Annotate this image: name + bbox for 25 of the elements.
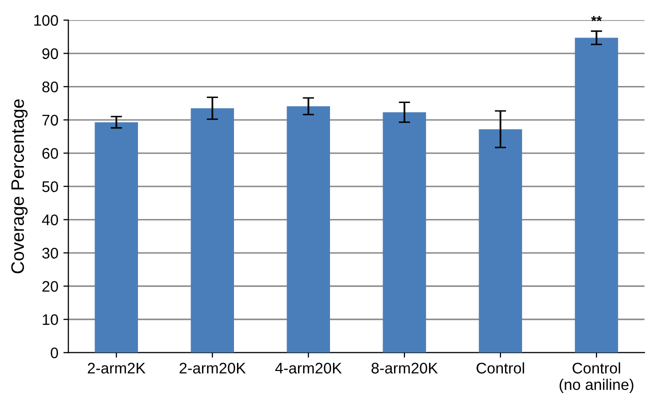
x-tick-label: 2-arm2K [88, 362, 146, 374]
y-tick-label: 60 [42, 148, 58, 159]
bar [574, 38, 618, 353]
bar [382, 112, 426, 353]
y-tick-label: 10 [42, 314, 58, 326]
x-tick-label: Control [476, 362, 524, 374]
y-tick-label: 70 [42, 114, 58, 126]
y-tick-label: 100 [34, 15, 58, 26]
x-tick-label: 4-arm20K [275, 362, 342, 374]
bar [286, 106, 330, 353]
x-tick-label: 8-arm20K [372, 362, 438, 374]
y-tick-label: 30 [42, 248, 58, 259]
x-tick-label: Control (no aniline) [560, 362, 634, 394]
y-tick-label: 40 [42, 214, 58, 226]
y-axis-title: Coverage Percentage [11, 99, 28, 274]
bar [478, 129, 522, 353]
y-tick-label: 20 [42, 281, 58, 292]
x-tick-label: 2-arm20K [180, 362, 246, 374]
bar [190, 108, 234, 353]
y-tick-label: 50 [42, 181, 58, 192]
bar [94, 122, 138, 353]
annotation: ** [591, 16, 602, 22]
y-tick-label: 90 [42, 48, 58, 60]
y-tick-label: 0 [50, 347, 58, 358]
y-tick-label: 80 [42, 82, 58, 92]
